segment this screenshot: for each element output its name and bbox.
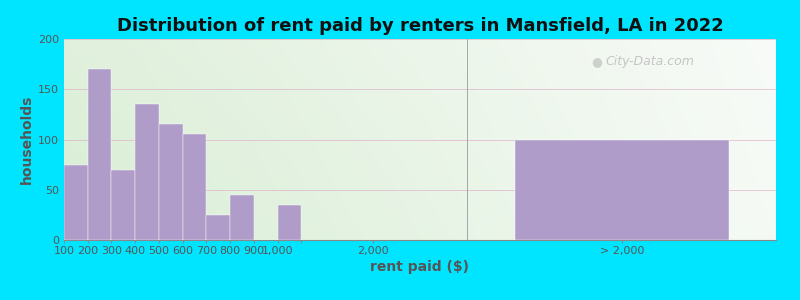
Bar: [88, 69, 111, 240]
Bar: [230, 195, 254, 240]
Bar: [135, 104, 159, 240]
Bar: [159, 124, 182, 240]
Bar: [515, 140, 729, 240]
Bar: [111, 169, 135, 240]
Bar: [278, 205, 302, 240]
Text: ●: ●: [591, 55, 602, 68]
Y-axis label: households: households: [20, 95, 34, 184]
Bar: [182, 134, 206, 240]
Title: Distribution of rent paid by renters in Mansfield, LA in 2022: Distribution of rent paid by renters in …: [117, 17, 723, 35]
Bar: [206, 215, 230, 240]
X-axis label: rent paid ($): rent paid ($): [370, 260, 470, 274]
Text: City-Data.com: City-Data.com: [605, 55, 694, 68]
Bar: [64, 165, 88, 240]
